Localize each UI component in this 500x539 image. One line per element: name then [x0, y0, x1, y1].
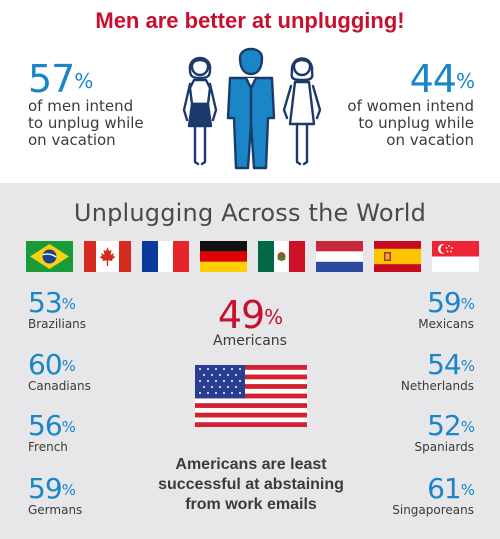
women-stat: 44% of women intend to unplug while on v…: [347, 57, 475, 149]
spain-flag-icon: [374, 241, 421, 272]
netherlands-flag-icon: [316, 241, 363, 272]
country-stat-germany: 59% Germans: [28, 472, 83, 518]
singapore-flag-icon: [432, 241, 479, 272]
mexico-flag-icon: [258, 241, 305, 272]
country-stat-mexico: 59% Mexicans: [418, 286, 475, 332]
americans-note: Americans are least successful at abstai…: [158, 456, 344, 513]
headline: Men are better at unplugging!: [95, 8, 405, 33]
americans-percentage: 49%: [217, 293, 283, 337]
top-section: Men are better at unplugging! 57% of men…: [0, 0, 500, 183]
flag-row: [26, 241, 479, 275]
country-stat-singapore: 61% Singaporeans: [392, 472, 475, 518]
france-flag-icon: [142, 241, 189, 272]
country-stat-brazil: 53% Brazilians: [28, 286, 87, 332]
woman-figure-right-icon: [282, 57, 322, 166]
women-description: of women intend to unplug while on vacat…: [347, 97, 474, 149]
men-percentage: 57%: [28, 57, 93, 101]
canada-flag-icon: [84, 241, 131, 272]
people-illustration: [182, 47, 322, 170]
country-stat-spain: 52% Spaniards: [414, 409, 476, 455]
men-description: of men intend to unplug while on vacatio…: [28, 97, 144, 149]
world-section: Unplugging Across the World: [0, 183, 500, 539]
germany-flag-icon: [200, 241, 247, 272]
brazil-flag-icon: [26, 241, 73, 272]
americans-label: Americans: [213, 333, 287, 349]
country-stat-france: 56% French: [28, 409, 76, 455]
woman-figure-left-icon: [182, 56, 218, 166]
man-figure-center-icon: [226, 47, 276, 170]
country-stat-canada: 60% Canadians: [28, 348, 91, 394]
men-stat: 57% of men intend to unplug while on vac…: [28, 60, 144, 149]
usa-flag-icon: [195, 365, 307, 427]
women-percentage: 44%: [409, 57, 475, 101]
world-title: Unplugging Across the World: [73, 199, 427, 227]
country-stat-netherlands: 54% Netherlands: [400, 348, 475, 394]
